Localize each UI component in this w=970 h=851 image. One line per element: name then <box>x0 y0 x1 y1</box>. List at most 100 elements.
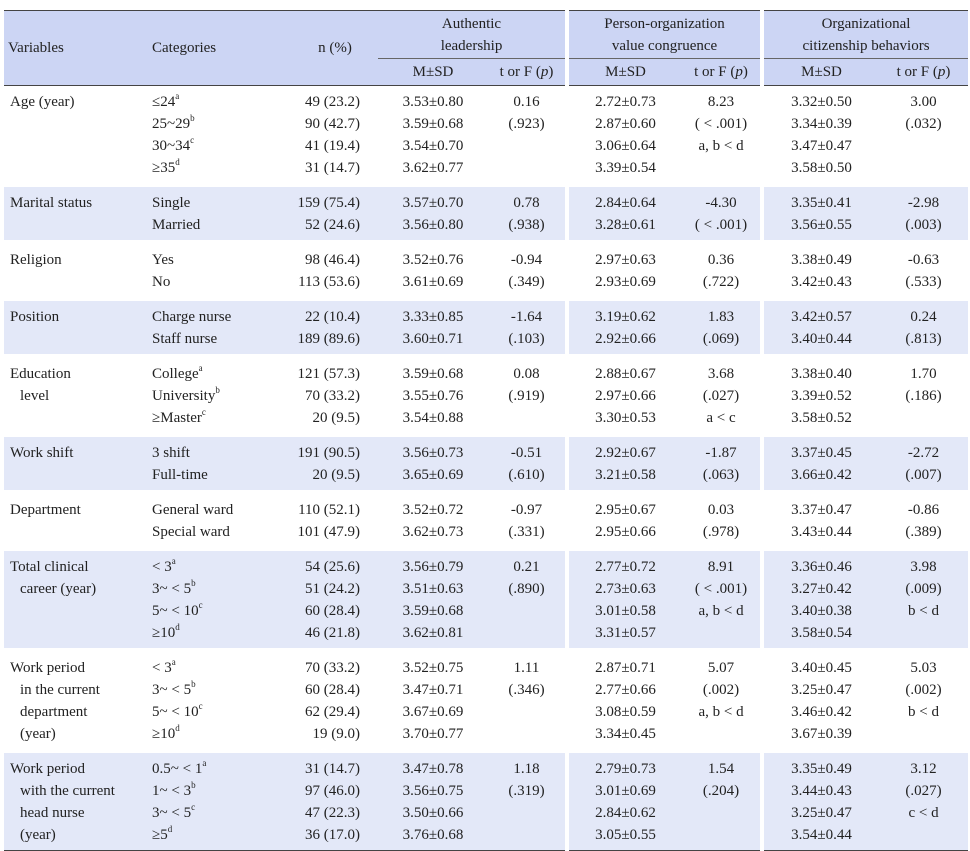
footnote-marker: d <box>175 622 180 632</box>
category-cell: Yes No <box>144 244 292 297</box>
value: 3.58±0.50 <box>791 160 852 176</box>
pv-msd-cell: 2.92±0.67 3.21±0.58 <box>565 437 683 490</box>
footnote-marker: a <box>171 556 176 566</box>
value: 3.25±0.47 <box>791 805 852 821</box>
pv-t-cell: 0.36 (.722) <box>682 244 762 297</box>
al-t-cell: 1.18 (.319) <box>488 753 567 851</box>
value: (.813) <box>905 331 942 347</box>
value: 3.00 <box>910 94 937 110</box>
value: 3.98 <box>910 559 937 575</box>
category-cell: General ward Special ward <box>144 494 292 547</box>
value: 159 (75.4) <box>297 195 361 211</box>
value: c < d <box>908 805 939 821</box>
variable-label: Position <box>10 309 60 325</box>
oc-msd-cell: 3.36±0.46 3.27±0.42 3.40±0.38 3.58±0.54 <box>760 551 880 648</box>
row-spacer <box>4 240 969 244</box>
al-t-cell: -0.94 (.349) <box>488 244 567 297</box>
variable-label: head nurse <box>20 805 85 821</box>
value: 3.19±0.62 <box>595 309 656 325</box>
value: 5.07 <box>707 660 735 676</box>
value: 3.76±0.68 <box>402 827 464 843</box>
header-al-msd: M±SD <box>378 58 488 86</box>
footnote-marker: b <box>215 385 220 395</box>
header-variables: Variables <box>8 40 64 56</box>
variable-label: Age (year) <box>10 94 75 110</box>
value: 3.35±0.49 <box>791 761 852 777</box>
value: 1.11 <box>513 660 540 676</box>
value: (.389) <box>905 524 942 540</box>
oc-t-cell: 0.24 (.813) <box>879 301 968 354</box>
header-value-congruence: Person-organization value congruence <box>565 10 763 59</box>
oc-msd-cell: 3.37±0.47 3.43±0.44 <box>760 494 880 547</box>
category-cell: < 3a 3~ < 5b 5~ < 10c ≥10d <box>144 652 292 749</box>
footnote-marker: d <box>167 824 173 834</box>
value: 3.34±0.39 <box>791 116 852 132</box>
pv-msd-cell: 2.87±0.71 2.77±0.66 3.08±0.59 3.34±0.45 <box>565 652 683 749</box>
value: 2.95±0.66 <box>595 524 656 540</box>
n-cell: 121 (57.3) 70 (33.2) 20 (9.5) <box>292 358 378 433</box>
value: 3.59±0.68 <box>402 603 464 619</box>
value: 20 (9.5) <box>312 410 361 426</box>
value: 54 (25.6) <box>305 559 360 575</box>
oc-msd-cell: 3.42±0.57 3.40±0.44 <box>760 301 880 354</box>
row-spacer <box>4 354 969 358</box>
value: 22 (10.4) <box>305 309 360 325</box>
al-t-cell: 1.11 (.346) <box>488 652 567 749</box>
value: 3.28±0.61 <box>595 217 656 233</box>
value: (.346) <box>508 682 545 698</box>
oc-t-cell: -0.63 (.533) <box>879 244 968 297</box>
footnote-marker: b <box>191 679 196 689</box>
variable-label: (year) <box>20 726 56 742</box>
value: (.533) <box>905 274 942 290</box>
footnote-marker: c <box>198 600 203 610</box>
value: 1.83 <box>707 309 735 325</box>
value: 5.03 <box>910 660 937 676</box>
pv-t-cell: 8.91 ( < .001) a, b < d <box>682 551 762 648</box>
footnote-marker: c <box>191 802 196 812</box>
row-spacer <box>4 433 969 437</box>
al-msd-cell: 3.52±0.72 3.62±0.73 <box>378 494 488 547</box>
value: 3.56±0.73 <box>402 445 464 461</box>
value: ( < .001) <box>694 217 748 233</box>
value: 2.72±0.73 <box>595 94 656 110</box>
category-label: 5~ < 10c <box>152 600 203 620</box>
al-t-cell: -0.97 (.331) <box>488 494 567 547</box>
value: 3.42±0.43 <box>791 274 852 290</box>
category-label: 1~ < 3b <box>152 780 196 800</box>
al-t-cell: 0.08 (.919) <box>488 358 567 433</box>
value: 3.57±0.70 <box>402 195 464 211</box>
value: 3.58±0.54 <box>791 625 852 641</box>
value: 3.35±0.41 <box>791 195 852 211</box>
value: 0.21 <box>513 559 540 575</box>
category-label: 3~ < 5b <box>152 679 196 699</box>
value: -0.94 <box>510 252 543 268</box>
value: 3.47±0.71 <box>402 682 464 698</box>
value: 41 (19.4) <box>305 138 360 154</box>
pv-msd-cell: 2.95±0.67 2.95±0.66 <box>565 494 683 547</box>
value: 20 (9.5) <box>312 467 361 483</box>
footnote-marker: a <box>171 657 176 667</box>
category-label: 30~34c <box>152 135 195 155</box>
category-cell: ≤24a 25~29b 30~34c ≥35d <box>144 86 292 184</box>
value: 46 (21.8) <box>305 625 360 641</box>
value: 3.54±0.88 <box>402 410 464 426</box>
variable-label: Work shift <box>10 445 74 461</box>
value: 2.92±0.67 <box>595 445 656 461</box>
value: 3.44±0.43 <box>791 783 852 799</box>
value: 3.39±0.54 <box>595 160 656 176</box>
value: (.890) <box>508 581 545 597</box>
variable-cell: Marital status <box>4 187 144 240</box>
value: 3.01±0.58 <box>595 603 656 619</box>
value: 3.65±0.69 <box>402 467 464 483</box>
value: 3.37±0.47 <box>791 502 852 518</box>
footnote-marker: d <box>175 157 180 167</box>
value: (.003) <box>905 217 942 233</box>
value: (.938) <box>508 217 545 233</box>
header-al-test: t or F (p) <box>488 58 568 86</box>
value: 60 (28.4) <box>305 682 360 698</box>
category-label: < 3a <box>152 556 176 576</box>
category-cell: Single Married <box>144 187 292 240</box>
table-body: Age (year) ≤24a 25~29b 30~34c ≥35d 49 (23.2) 9… <box>4 85 969 851</box>
footnote-marker: a <box>202 758 207 768</box>
value: 3.43±0.44 <box>791 524 852 540</box>
